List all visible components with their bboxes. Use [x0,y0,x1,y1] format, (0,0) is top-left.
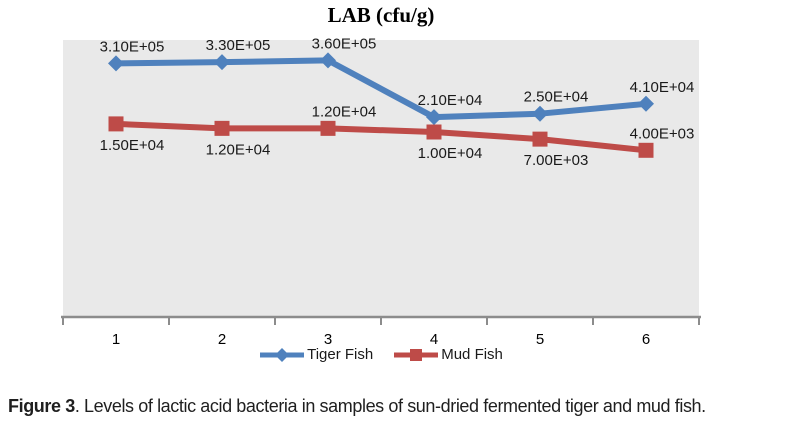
data-point-label-tiger-fish: 4.10E+04 [630,79,695,96]
data-point-label-mud-fish: 1.50E+04 [100,137,165,154]
legend-label-tiger-fish: Tiger Fish [307,346,374,363]
legend-square-marker [410,348,423,361]
data-point-marker-tiger-fish [532,105,548,122]
data-point-label-mud-fish: 1.20E+04 [206,141,271,158]
data-point-label-mud-fish: 1.00E+04 [418,145,483,162]
data-point-label-tiger-fish: 3.60E+05 [312,35,377,52]
x-axis-tick-label: 2 [218,331,226,348]
data-point-marker-mud-fish [108,116,124,132]
plot-canvas: 1 2 3 4 5 6 3.10E+05 3.30E+05 3.60E+05 2.10E+04 2.… [61,35,701,348]
data-point-marker-tiger-fish [426,109,442,126]
chart-legend: Tiger Fish Mud Fish [63,346,699,363]
data-point-label-mud-fish: 4.00E+03 [630,125,695,142]
data-point-marker-mud-fish [532,131,548,147]
data-point-label-mud-fish: 7.00E+03 [524,152,589,169]
plot-area [63,40,699,316]
data-point-marker-mud-fish [426,124,442,140]
data-point-marker-tiger-fish [214,54,230,71]
x-axis-tick-label: 4 [430,331,438,348]
x-axis-tick-label: 1 [112,331,120,348]
tiger-fish-line-marker-icon [260,347,305,362]
data-point-label-mud-fish: 1.20E+04 [312,103,377,120]
series-line-mud-fish [113,120,649,154]
legend-item-tiger-fish: Tiger Fish [259,346,373,363]
data-point-marker-tiger-fish [638,95,654,112]
data-point-label-tiger-fish: 2.10E+04 [418,92,483,109]
legend-label-mud-fish: Mud Fish [441,346,503,363]
mud-fish-line-marker-icon [394,348,439,361]
legend-diamond-marker [275,347,290,362]
data-point-marker-tiger-fish [108,55,124,72]
chart-title: LAB (cfu/g) [327,3,435,27]
data-point-label-tiger-fish: 3.10E+05 [100,38,165,55]
data-point-marker-tiger-fish [320,52,336,69]
x-axis-tick-label: 3 [324,331,332,348]
legend-item-mud-fish: Mud Fish [393,346,503,363]
x-axis-tick-label: 5 [536,331,544,348]
figure-caption-text: . Levels of lactic acid bacteria in samp… [74,396,706,416]
data-point-marker-mud-fish [214,120,230,136]
figure-caption-label: Figure 3 [8,396,75,416]
data-point-label-tiger-fish: 3.30E+05 [206,37,271,54]
data-point-label-tiger-fish: 2.50E+04 [524,89,589,106]
series-line-tiger-fish [113,57,649,121]
figure-caption: Figure 3. Levels of lactic acid bacteria… [8,396,790,417]
data-point-marker-mud-fish [638,142,654,158]
x-axis-tick-label: 6 [642,331,650,348]
data-point-marker-mud-fish [320,120,336,136]
